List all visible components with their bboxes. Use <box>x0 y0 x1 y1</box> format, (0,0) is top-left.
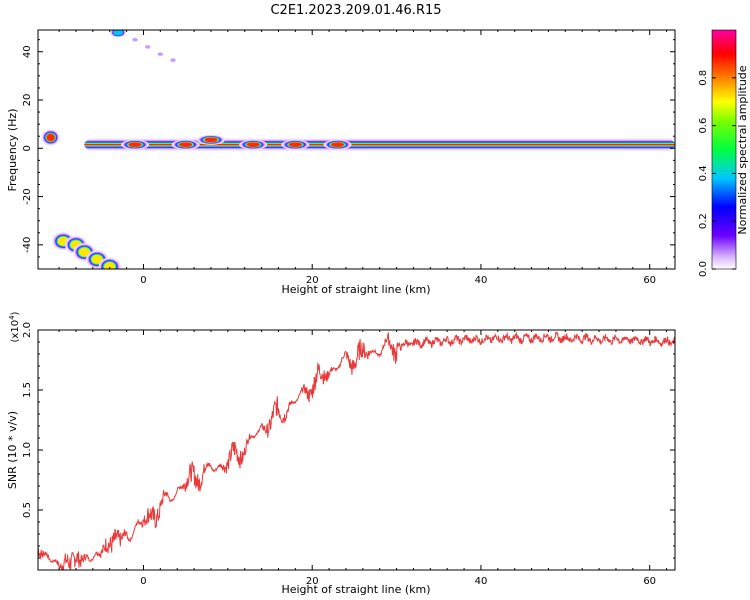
heatmap-y-tick-label: 0 <box>22 145 33 151</box>
colorbar: 0.0 0.2 0.4 0.6 0.8 Normalized spectral ampl… <box>698 29 749 277</box>
snr-line-content <box>38 331 675 570</box>
heatmap-y-tick-label: -20 <box>22 188 33 204</box>
upper-faint-feature-layer <box>132 37 138 42</box>
colorbar-tick-label: 0.2 <box>698 213 709 229</box>
colorbar-tick-label: 0.0 <box>698 261 709 277</box>
lower-left-feature-layer <box>91 254 103 264</box>
lower-left-feature-layer <box>104 261 116 269</box>
heatmap-x-tick-label: 20 <box>306 275 319 286</box>
upper-faint-feature-layer <box>170 58 176 62</box>
heatmap-x-ticks: 0 20 40 60 <box>58 30 668 286</box>
main-band-spot-layer <box>246 142 260 148</box>
snr-scale-note: (x104) <box>8 311 21 342</box>
heatmap-content <box>41 30 675 269</box>
heatmap-y-ticks: 40 20 0 -20 -40 <box>22 39 675 258</box>
snr-y-axis-label: SNR (10 * v/v) <box>6 411 19 489</box>
colorbar-tick-label: 0.8 <box>698 70 709 86</box>
heatmap-panel: 0 20 40 60 40 20 0 -20 -40 Height of straight l… <box>6 29 676 296</box>
lower-left-feature-layer <box>78 247 91 257</box>
heatmap-x-tick-label: 40 <box>475 275 488 286</box>
main-band-spot-layer <box>179 142 193 148</box>
colorbar-tick-label: 0.4 <box>698 165 709 181</box>
colorbar-label: Normalized spectral amplitude <box>736 65 749 234</box>
colorbar-tick-label: 0.6 <box>698 118 709 134</box>
left-spot-layer <box>46 133 55 142</box>
snr-y-ticks: 0.5 1.0 1.5 2.0 <box>22 322 675 559</box>
snr-line-panel: 0 20 40 60 0.5 1.0 1.5 2.0 Height of straight … <box>6 311 676 596</box>
heatmap-x-tick-label: 60 <box>643 275 656 286</box>
upper-faint-feature-layer <box>113 30 124 36</box>
heatmap-y-tick-label: 40 <box>22 45 33 58</box>
snr-series-line <box>38 331 675 570</box>
main-band-spot-layer <box>288 142 302 148</box>
chart-title: C2E1.2023.209.01.46.R15 <box>270 3 441 18</box>
heatmap-frame <box>37 29 676 270</box>
colorbar-ticks: 0.0 0.2 0.4 0.6 0.8 <box>698 70 736 277</box>
heatmap-x-tick-label: 0 <box>140 275 146 286</box>
snr-x-tick-label: 20 <box>306 576 319 587</box>
snr-x-axis-label: Height of straight line (km) <box>281 583 430 596</box>
snr-y-tick-label: 2.0 <box>22 322 33 338</box>
main-band-layer <box>84 143 675 146</box>
heatmap-y-tick-label: -40 <box>22 237 33 253</box>
snr-x-tick-label: 40 <box>475 576 488 587</box>
snr-y-tick-label: 1.0 <box>22 442 33 458</box>
snr-x-ticks: 0 20 40 60 <box>58 330 668 587</box>
main-band-spot-layer <box>204 137 218 143</box>
main-band-spot-layer <box>128 142 142 148</box>
heatmap-x-axis-label: Height of straight line (km) <box>281 283 430 296</box>
main-band-spot-layer <box>330 142 345 148</box>
snr-x-tick-label: 0 <box>140 576 146 587</box>
heatmap-y-axis-label: Frequency (Hz) <box>6 109 19 192</box>
snr-y-tick-label: 0.5 <box>22 502 33 518</box>
colorbar-frame <box>711 29 737 270</box>
heatmap-y-tick-label: 20 <box>22 94 33 107</box>
snr-y-tick-label: 1.5 <box>22 382 33 398</box>
snr-x-tick-label: 60 <box>643 576 656 587</box>
upper-faint-feature-layer <box>145 45 151 49</box>
upper-faint-feature-layer <box>157 52 163 56</box>
colorbar-gradient <box>712 30 736 269</box>
